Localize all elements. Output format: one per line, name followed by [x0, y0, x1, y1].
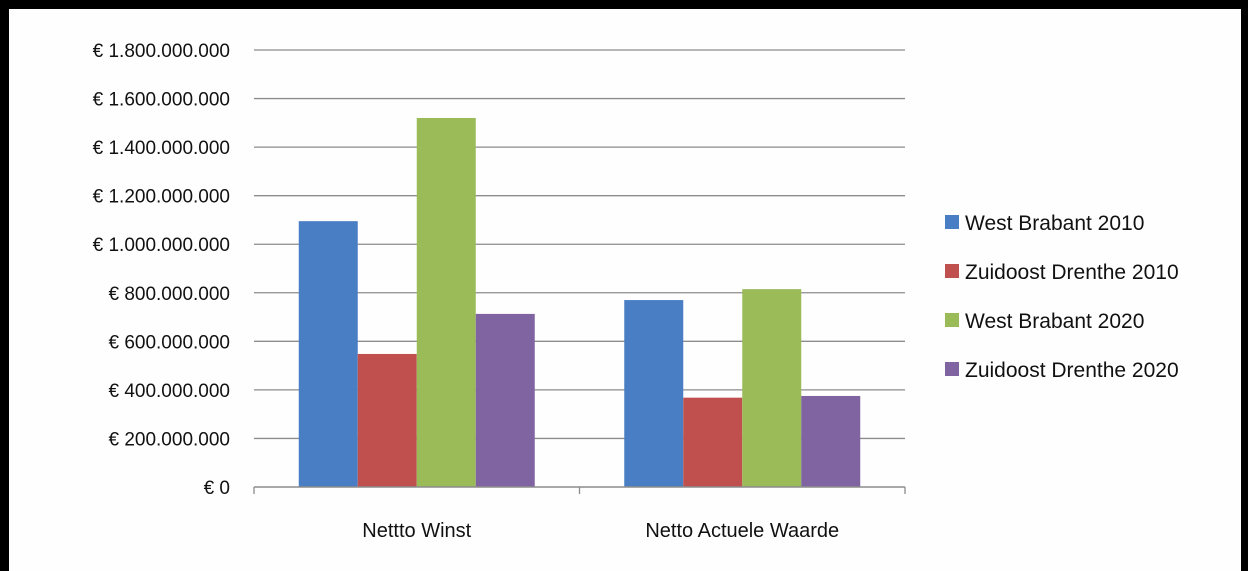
- y-tick-label: € 1.400.000.000: [93, 138, 230, 159]
- bar-west-brabant-2020-2: [742, 289, 802, 487]
- legend-swatch: [945, 362, 959, 376]
- bars: [298, 117, 861, 488]
- legend-label: West Brabant 2010: [965, 212, 1144, 235]
- bar-west-brabant-2010-2: [624, 300, 684, 487]
- legend-swatch: [945, 215, 959, 229]
- y-axis-tick-labels: € 0 € 200.000.000 € 400.000.000 € 600.000.0…: [93, 41, 230, 499]
- x-category-label: Netto Actuele Waarde: [645, 520, 839, 542]
- legend-label: Zuidoost Drenthe 2010: [965, 261, 1179, 284]
- bar-west-brabant-2010-1: [298, 221, 358, 488]
- y-tick-label: € 1.600.000.000: [93, 90, 230, 111]
- x-axis: [253, 486, 906, 494]
- y-tick-label: € 0: [204, 478, 230, 499]
- y-tick-label: € 1.000.000.000: [93, 235, 230, 256]
- bar-west-brabant-2020-1: [416, 117, 476, 487]
- x-category-label: Nettto Winst: [362, 520, 471, 542]
- y-tick-label: € 600.000.000: [108, 332, 230, 353]
- bar-zuidoost-drenthe-2020-1: [475, 313, 535, 487]
- bar-zuidoost-drenthe-2020-2: [801, 395, 861, 487]
- y-tick-label: € 800.000.000: [108, 284, 230, 305]
- legend-label: West Brabant 2020: [965, 310, 1144, 333]
- bar-zuidoost-drenthe-2010-2: [683, 397, 743, 487]
- x-axis-category-labels: Nettto Winst Netto Actuele Waarde: [362, 520, 839, 542]
- legend: West Brabant 2010 Zuidoost Drenthe 2010 We…: [945, 212, 1179, 382]
- legend-label: Zuidoost Drenthe 2020: [965, 359, 1179, 382]
- y-tick-label: € 1.200.000.000: [93, 187, 230, 208]
- legend-swatch: [945, 313, 959, 327]
- y-tick-label: € 400.000.000: [108, 381, 230, 402]
- legend-swatch: [945, 264, 959, 278]
- bar-zuidoost-drenthe-2010-1: [357, 353, 417, 487]
- y-tick-label: € 1.800.000.000: [93, 41, 230, 62]
- y-tick-label: € 200.000.000: [108, 429, 230, 450]
